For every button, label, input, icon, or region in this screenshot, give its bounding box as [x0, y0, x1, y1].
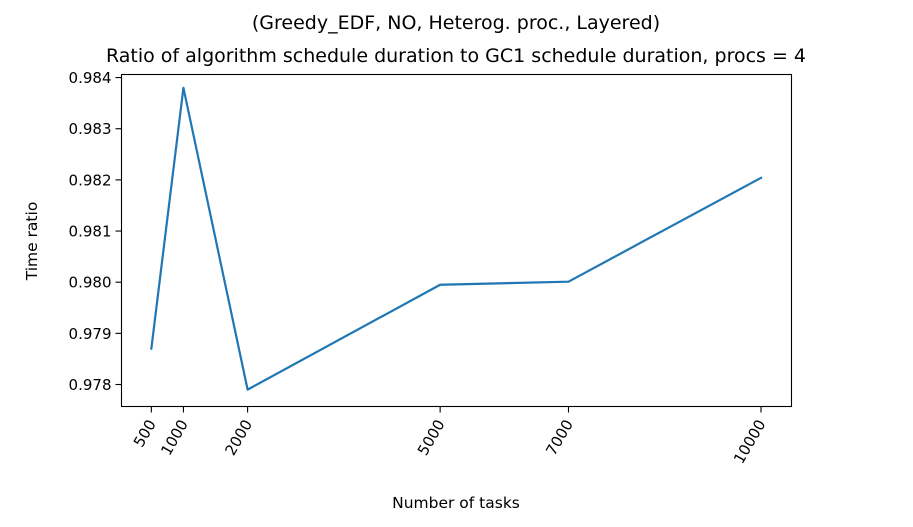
y-tick-label: 0.984: [69, 69, 112, 87]
y-tick-label: 0.980: [69, 274, 112, 292]
chart-title: (Greedy_EDF, NO, Heterog. proc., Layered…: [252, 12, 660, 34]
chart-subtitle: Ratio of algorithm schedule duration to …: [106, 45, 806, 67]
y-tick-label: 0.981: [69, 223, 112, 241]
axes-frame: [120, 73, 793, 408]
x-axis-label: Number of tasks: [392, 494, 520, 512]
y-tick-label: 0.982: [69, 171, 112, 189]
y-tick-label: 0.978: [69, 376, 112, 394]
y-axis-label: Time ratio: [23, 202, 41, 282]
y-tick-label: 0.983: [69, 120, 112, 138]
y-tick-label: 0.979: [69, 325, 112, 343]
series-line: [150, 86, 763, 391]
